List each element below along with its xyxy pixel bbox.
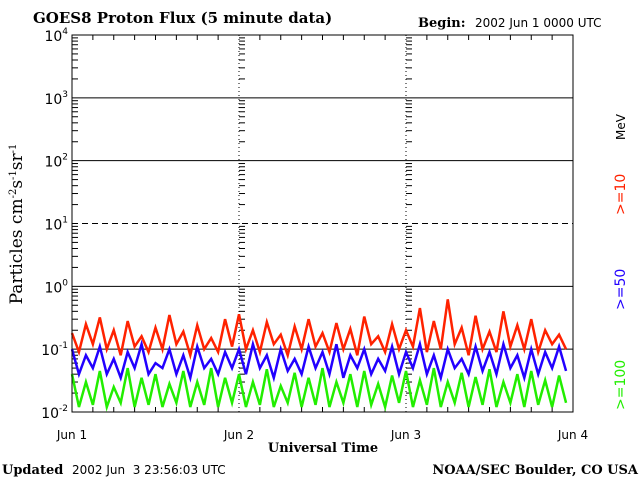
y-tick-label: 103 <box>44 90 68 108</box>
updated-value: 2002 Jun 3 23:56:03 UTC <box>72 463 226 477</box>
legend-unit: MeV <box>614 113 628 140</box>
begin-label: Begin: <box>418 16 466 31</box>
x-tick-label: Jun 1 <box>56 428 87 442</box>
y-tick-label: 100 <box>44 278 68 296</box>
series-line-1 <box>70 339 568 383</box>
series-line-0 <box>70 299 568 361</box>
chart-title: GOES8 Proton Flux (5 minute data) <box>33 9 332 27</box>
y-tick-labels: 104 103 102 101 100 10-1 10-2 <box>41 27 68 422</box>
legend-ge100: >=100 <box>613 360 629 410</box>
y-axis-label-text: Particles cm <box>7 198 27 304</box>
x-axis-label: Universal Time <box>268 441 378 456</box>
updated-label: Updated <box>2 463 63 478</box>
x-tick-label: Jun 2 <box>223 428 254 442</box>
y-tick-label: 104 <box>44 27 68 45</box>
series-group <box>70 299 568 412</box>
y-tick-label: 10-2 <box>41 404 68 422</box>
plot-frame <box>71 34 574 413</box>
x-tick-label: Jun 4 <box>557 428 588 442</box>
y-tick-label: 10-1 <box>41 341 68 359</box>
begin-value: 2002 Jun 1 0000 UTC <box>475 16 602 30</box>
y-axis-label: Particles cm-2s-1sr-1 <box>7 144 27 305</box>
source-label: NOAA/SEC Boulder, CO USA <box>432 463 639 478</box>
y-tick-label: 101 <box>44 216 68 234</box>
x-tick-labels: Jun 1 Jun 2 Jun 3 Jun 4 <box>56 428 588 442</box>
y-tick-label: 102 <box>44 153 68 171</box>
x-tick-label: Jun 3 <box>390 428 421 442</box>
legend-ge50: >=50 <box>613 269 629 310</box>
series-line-2 <box>70 367 568 412</box>
legend-ge10: >=10 <box>613 174 629 215</box>
